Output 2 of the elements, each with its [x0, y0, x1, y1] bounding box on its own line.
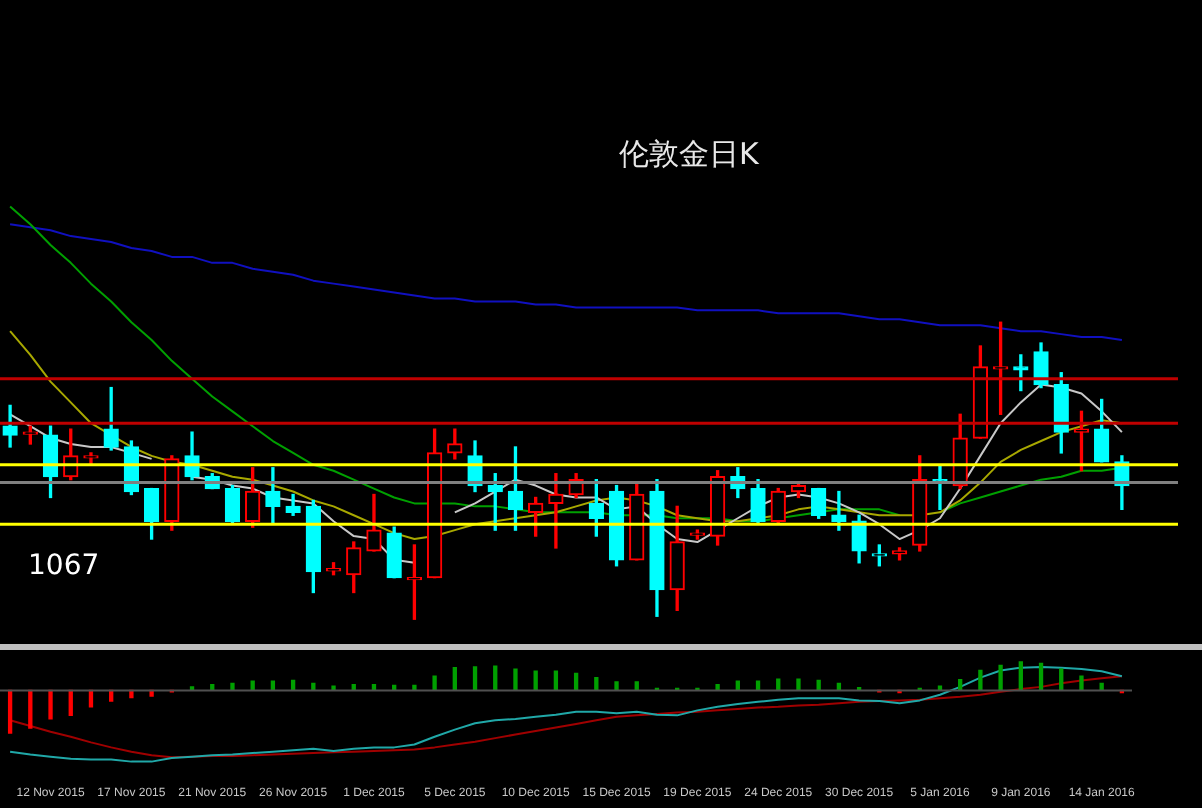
chart-title: 伦敦金日K: [618, 135, 761, 172]
annotation: 1067: [28, 550, 100, 582]
